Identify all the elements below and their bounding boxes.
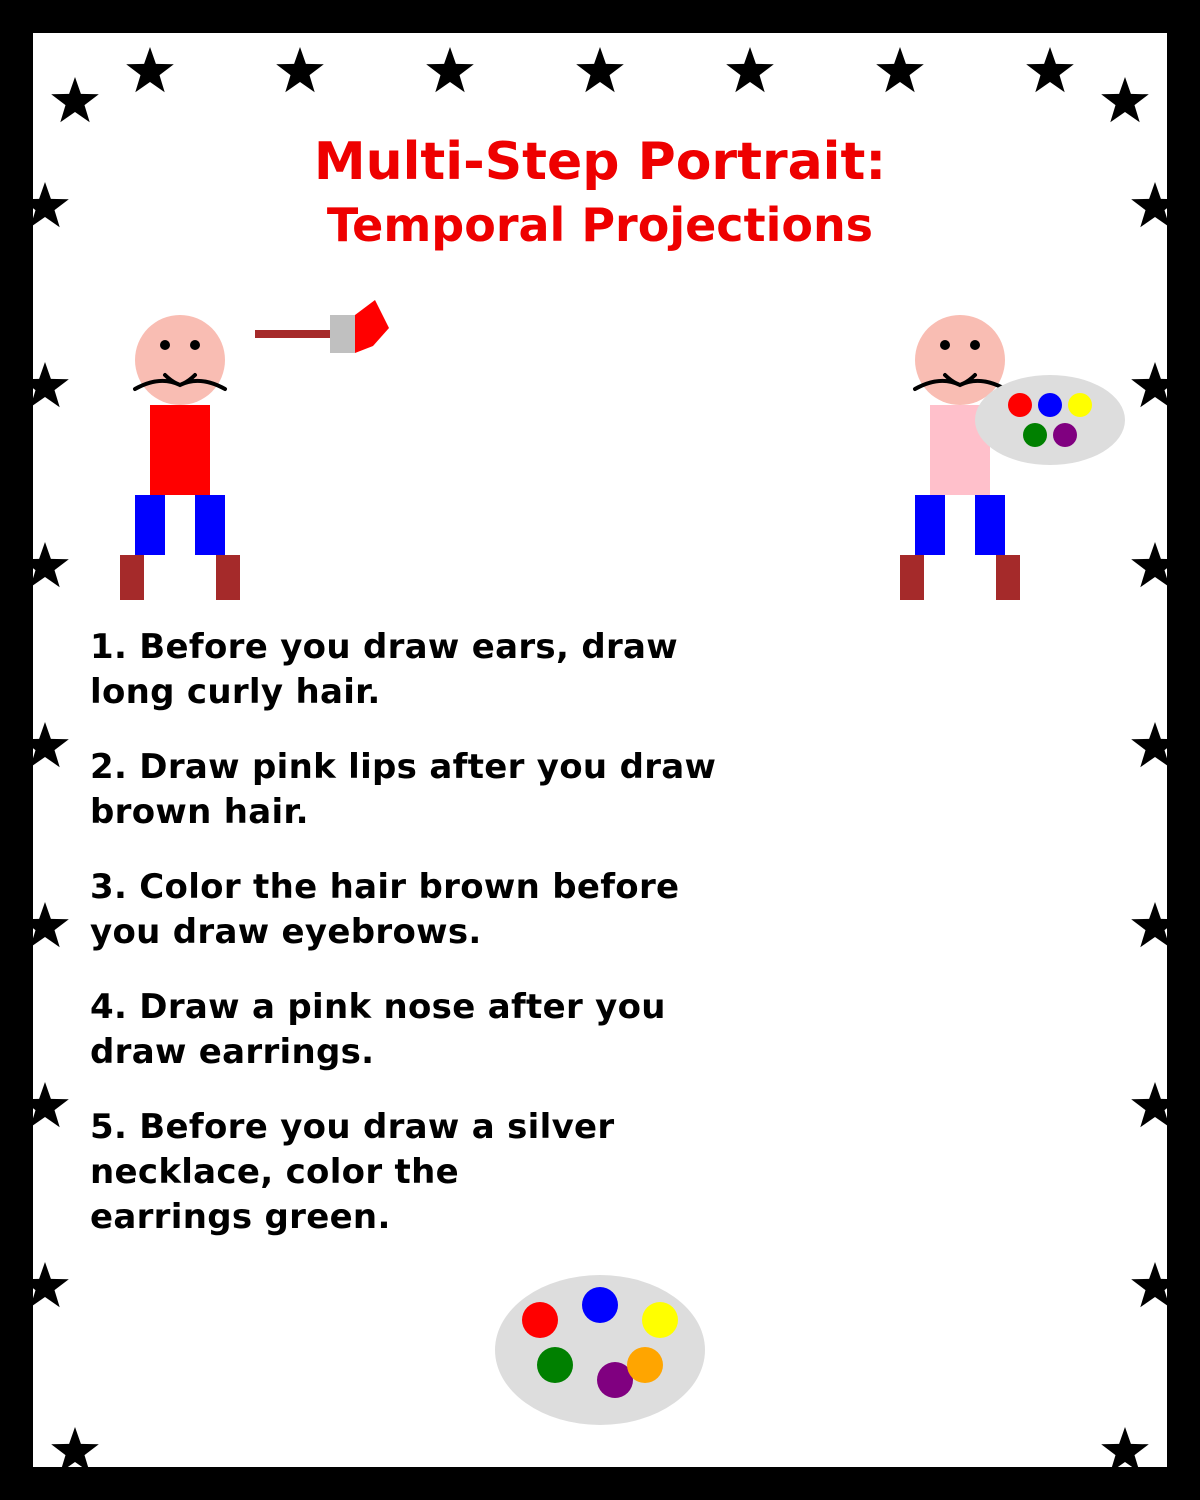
instruction-item: 5. Before you draw a silver necklace, co…	[90, 1105, 790, 1240]
shirt	[150, 405, 210, 495]
paint-spot-yellow	[1068, 393, 1092, 417]
paint-spot-blue	[1038, 393, 1062, 417]
paint-spot-green	[537, 1347, 573, 1383]
paint-spot-blue	[582, 1287, 618, 1323]
left-painter-figure	[120, 315, 240, 600]
instruction-line: draw earrings.	[90, 1032, 375, 1072]
brush-ferrule	[330, 315, 355, 353]
star-icon	[21, 722, 69, 768]
paint-spot-orange	[627, 1347, 663, 1383]
paint-spot-red	[1008, 393, 1032, 417]
instruction-line: 2. Draw pink lips after you draw	[90, 747, 717, 787]
right-boot	[996, 555, 1020, 600]
white-page	[33, 33, 1167, 1467]
star-icon	[21, 182, 69, 228]
instruction-line: long curly hair.	[90, 672, 381, 712]
paint-spot-green	[1023, 423, 1047, 447]
star-icon	[1131, 182, 1179, 228]
star-icon	[1131, 1262, 1179, 1308]
star-icon	[126, 47, 174, 93]
instruction-item: 4. Draw a pink nose after you draw earri…	[90, 985, 790, 1075]
star-icon	[51, 77, 99, 123]
instruction-item: 3. Color the hair brown before you draw …	[90, 865, 790, 955]
left-boot	[900, 555, 924, 600]
star-icon	[51, 1427, 99, 1473]
star-icon	[426, 47, 474, 93]
instruction-line: earrings green.	[90, 1197, 391, 1237]
left-eye	[160, 340, 170, 350]
star-icon	[21, 1262, 69, 1308]
star-icon	[726, 47, 774, 93]
star-icon	[21, 902, 69, 948]
page-subtitle: Temporal Projections	[326, 198, 874, 252]
instruction-line: brown hair.	[90, 792, 309, 832]
paint-spot-purple	[597, 1362, 633, 1398]
paint-spot-red	[522, 1302, 558, 1338]
star-icon	[1131, 542, 1179, 588]
brush-tip	[355, 300, 389, 353]
instruction-line: you draw eyebrows.	[90, 912, 482, 952]
paint-spot-yellow	[642, 1302, 678, 1338]
instruction-list: 1. Before you draw ears, draw long curly…	[90, 625, 790, 1270]
star-icon	[1131, 722, 1179, 768]
left-boot	[120, 555, 144, 600]
instruction-line: 5. Before you draw a silver	[90, 1107, 615, 1147]
paintbrush-icon	[255, 300, 389, 353]
star-icon	[1131, 902, 1179, 948]
left-leg	[135, 495, 165, 555]
left-leg	[915, 495, 945, 555]
right-leg	[195, 495, 225, 555]
star-border	[21, 47, 1179, 1473]
right-boot	[216, 555, 240, 600]
star-icon	[1101, 77, 1149, 123]
instruction-line: necklace, color the	[90, 1152, 459, 1192]
instruction-item: 1. Before you draw ears, draw long curly…	[90, 625, 790, 715]
palette-board	[975, 375, 1125, 465]
star-icon	[876, 47, 924, 93]
instruction-line: 1. Before you draw ears, draw	[90, 627, 678, 667]
paint-palette-icon	[495, 1275, 705, 1425]
right-leg	[975, 495, 1005, 555]
instruction-line: 3. Color the hair brown before	[90, 867, 680, 907]
paint-spot-purple	[1053, 423, 1077, 447]
mustache-mouth	[913, 373, 1007, 391]
page-title: Multi-Step Portrait:	[313, 132, 887, 192]
right-eye	[190, 340, 200, 350]
star-icon	[1026, 47, 1074, 93]
star-icon	[276, 47, 324, 93]
instruction-line: 4. Draw a pink nose after you	[90, 987, 666, 1027]
brush-handle	[255, 330, 333, 338]
right-eye	[970, 340, 980, 350]
left-eye	[940, 340, 950, 350]
star-icon	[576, 47, 624, 93]
head	[135, 315, 225, 405]
small-palette-icon	[975, 375, 1125, 465]
head	[915, 315, 1005, 405]
mustache-mouth	[133, 373, 227, 391]
star-icon	[21, 362, 69, 408]
star-icon	[21, 542, 69, 588]
star-icon	[1101, 1427, 1149, 1473]
star-icon	[1131, 362, 1179, 408]
star-icon	[21, 1082, 69, 1128]
right-painter-figure	[900, 315, 1125, 600]
instruction-item: 2. Draw pink lips after you draw brown h…	[90, 745, 790, 835]
star-icon	[1131, 1082, 1179, 1128]
